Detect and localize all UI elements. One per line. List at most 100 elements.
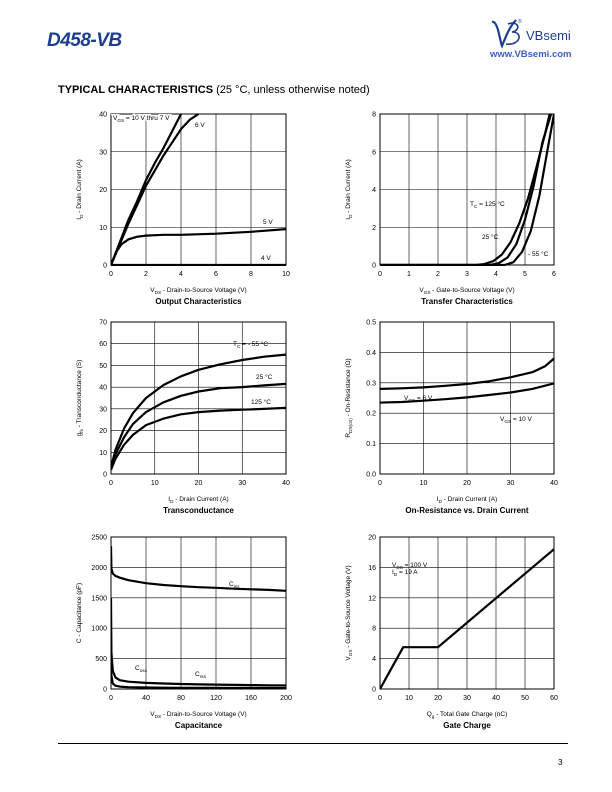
capacitance-chart: 0408012016020005001000150020002500Ciss​C… — [76, 535, 292, 731]
y-tick-label: 1000 — [91, 626, 107, 633]
y-tick-label: 0.5 — [366, 320, 376, 327]
y-axis-label: RDS(on)​ - On-Resistance (Ω) — [345, 358, 353, 437]
section-title: TYPICAL CHARACTERISTICS (25 °C, unless o… — [58, 84, 370, 96]
series-line — [111, 664, 286, 690]
x-tick-label: 200 — [280, 695, 292, 702]
x-axis-label: VGS​ - Gate-to-Source Voltage (V) — [419, 287, 514, 295]
footer-rule — [58, 743, 568, 744]
x-tick-label: 10 — [151, 480, 159, 487]
x-tick-label: 40 — [142, 695, 150, 702]
brand-text: VBsemi — [526, 28, 571, 43]
y-tick-label: 70 — [99, 320, 107, 327]
x-tick-label: 4 — [179, 271, 183, 278]
chart-title: Transfer Characteristics — [421, 297, 513, 306]
y-tick-label: 6 — [372, 149, 376, 156]
y-tick-label: 0 — [372, 687, 376, 694]
annotation-label: VGS​ = 10 V thru 7 V — [113, 115, 170, 123]
x-tick-label: 0 — [378, 271, 382, 278]
annotation-label: 4 V — [261, 255, 271, 262]
series-line — [380, 382, 554, 404]
y-tick-label: 0 — [372, 263, 376, 270]
x-tick-label: 120 — [210, 695, 222, 702]
x-tick-label: 0 — [378, 695, 382, 702]
y-axis-label: VGS​ - Gate-to-Source Voltage (V) — [345, 565, 353, 660]
x-tick-label: 0 — [378, 480, 382, 487]
y-tick-label: 60 — [99, 341, 107, 348]
y-tick-label: 0.2 — [366, 411, 376, 418]
annotation-label: TC​ = 125 °C — [470, 200, 505, 209]
x-tick-label: 0 — [109, 271, 113, 278]
series-line — [380, 357, 554, 390]
annotation-label: 25 °C — [482, 233, 499, 241]
transfer-chart: 0 1 2 3 4 5 6 0 2 4 6 8 TC​ = 125 °C 25 °C - 55 °C VGS​… — [345, 112, 556, 307]
y-axis-label: C - Capacitance (pF) — [76, 583, 83, 643]
plot-frame — [110, 321, 287, 475]
y-tick-label: 40 — [99, 385, 107, 392]
x-tick-label: 40 — [492, 695, 500, 702]
x-tick-label: 2 — [144, 271, 148, 278]
x-tick-label: 0 — [109, 695, 113, 702]
x-tick-label: 20 — [463, 480, 471, 487]
x-tick-label: 80 — [177, 695, 185, 702]
y-tick-label: 0.0 — [366, 472, 376, 479]
gate-charge-chart: 0 10 20 30 40 50 60 0 4 8 12 16 20 VDS​ = 100 VID​ = … — [345, 535, 558, 731]
annotation-label: ID​ = 19 A — [392, 569, 418, 577]
x-tick-label: 10 — [405, 695, 413, 702]
annotation-label: 5 V — [263, 219, 273, 226]
chart-title: Output Characteristics — [155, 297, 242, 306]
y-tick-label: 30 — [99, 406, 107, 413]
series-line — [111, 406, 286, 471]
y-tick-label: 20 — [99, 428, 107, 435]
annotation-label: Coss​ — [135, 665, 148, 673]
series-line — [111, 353, 286, 468]
x-axis-label: ID​ - Drain Current (A) — [168, 496, 228, 504]
x-tick-label: 1 — [407, 271, 411, 278]
vbsemi-logo: VBsemi ® — [491, 18, 571, 49]
x-tick-label: 60 — [550, 695, 558, 702]
y-axis-label: gfs​ - Transconductance (S) — [76, 360, 84, 437]
x-axis-label: Qg​ - Total Gate Charge (nC) — [427, 711, 508, 719]
plot-frame — [379, 321, 555, 475]
on-resistance-chart: 0 10 20 30 40 0.0 0.1 0.2 0.3 0.4 0.5 VGS​ = 6 V VGS… — [345, 320, 558, 516]
y-tick-label: 8 — [372, 626, 376, 633]
annotation-label: VDS​ = 100 V — [392, 562, 428, 570]
y-tick-label: 0.3 — [366, 380, 376, 387]
y-tick-label: 0.4 — [366, 350, 376, 357]
annotation-label: TC​ = - 55 °C — [233, 340, 268, 349]
series-line — [380, 548, 554, 690]
transconductance-chart: 0 10 20 30 40 0 10 20 30 40 50 60 70 TC​ = - 55 °C 25 … — [76, 320, 290, 516]
x-axis-label: VDS​ - Drain-to-Source Voltage (V) — [150, 287, 246, 295]
section-title-note: (25 °C, unless otherwise noted) — [213, 84, 370, 96]
x-tick-label: 20 — [195, 480, 203, 487]
x-tick-label: 6 — [552, 271, 556, 278]
x-tick-label: 50 — [521, 695, 529, 702]
annotation-label: Crss​ — [195, 671, 207, 679]
output-chart: 0 2 4 6 8 10 0 10 20 30 40 VGS​ = 10 V thru 7 V 6 V 5… — [76, 112, 290, 307]
y-tick-label: 0.1 — [366, 441, 376, 448]
y-tick-label: 0 — [103, 263, 107, 270]
x-tick-label: 30 — [463, 695, 471, 702]
y-tick-label: 20 — [368, 535, 376, 542]
x-tick-label: 3 — [465, 271, 469, 278]
x-tick-label: 2 — [436, 271, 440, 278]
section-title-bold: TYPICAL CHARACTERISTICS — [58, 84, 214, 96]
annotation-label: VGS​ = 6 V — [404, 395, 433, 403]
y-tick-label: 12 — [368, 595, 376, 602]
part-number: D458-VB — [47, 30, 122, 51]
y-tick-label: 40 — [99, 112, 107, 119]
website-link[interactable]: www.VBsemi.com — [490, 49, 572, 60]
x-tick-label: 10 — [282, 271, 290, 278]
series-line — [111, 382, 286, 471]
series-line — [111, 597, 286, 687]
y-tick-label: 1500 — [91, 595, 107, 602]
x-tick-label: 8 — [249, 271, 253, 278]
y-tick-label: 4 — [372, 187, 376, 194]
chart-title: Gate Charge — [443, 721, 491, 730]
y-axis-label: ID​ - Drain Current (A) — [76, 159, 84, 219]
y-tick-label: 0 — [103, 687, 107, 694]
x-tick-label: 20 — [434, 695, 442, 702]
x-tick-label: 30 — [507, 480, 515, 487]
chart-title: On-Resistance vs. Drain Current — [405, 506, 528, 515]
annotation-label: 125 °C — [251, 398, 271, 406]
x-tick-label: 0 — [109, 480, 113, 487]
